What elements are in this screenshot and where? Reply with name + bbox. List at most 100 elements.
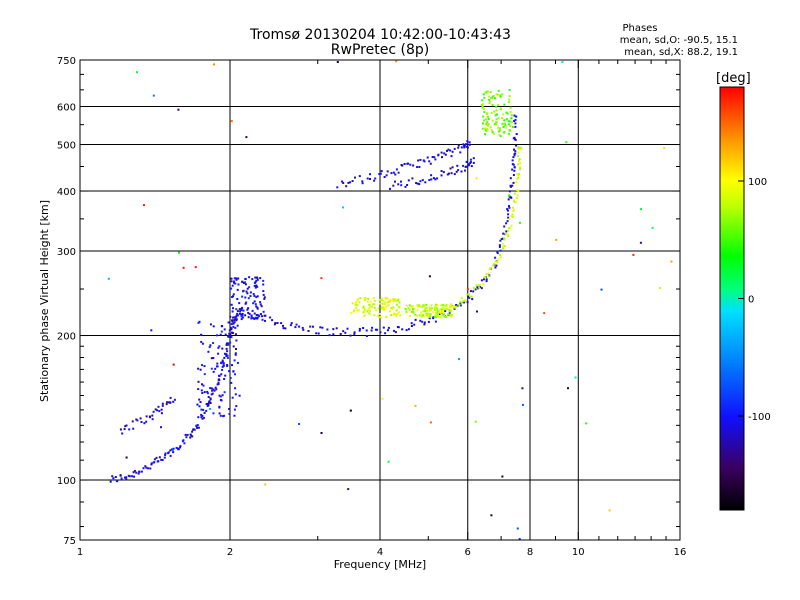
echo-point: [351, 180, 354, 182]
echo-point: [207, 404, 210, 407]
echo-point: [494, 97, 496, 100]
echo-point: [358, 301, 361, 304]
echo-point: [517, 151, 520, 154]
echo-point: [282, 327, 285, 330]
echo-point: [507, 101, 510, 104]
echo-point: [336, 61, 339, 63]
echo-point: [488, 102, 491, 105]
echo-point: [486, 127, 489, 130]
echo-point: [251, 317, 254, 319]
echo-point: [515, 181, 518, 184]
echo-point: [392, 171, 395, 174]
echo-point: [160, 426, 162, 429]
echo-point: [221, 365, 224, 368]
echo-point: [365, 335, 368, 337]
echo-point: [345, 185, 348, 188]
echo-point: [151, 414, 154, 417]
echo-point: [254, 276, 257, 279]
echo-point: [203, 373, 206, 376]
echo-point: [195, 424, 198, 427]
echo-point: [125, 456, 128, 459]
echo-point: [200, 416, 203, 419]
echo-point: [133, 469, 136, 472]
echo-point: [216, 365, 219, 368]
echo-point: [125, 424, 128, 427]
echo-point: [501, 117, 504, 119]
echo-point: [235, 314, 238, 317]
echo-point: [426, 156, 429, 159]
echo-point: [420, 306, 423, 309]
echo-point: [486, 272, 489, 275]
echo-point: [233, 408, 236, 411]
echo-point: [353, 308, 356, 311]
echo-point: [317, 332, 320, 335]
echo-point: [232, 316, 234, 319]
echo-point: [433, 156, 436, 159]
echo-point: [394, 331, 397, 334]
echo-point: [374, 177, 377, 180]
echo-point: [169, 401, 172, 404]
echo-point: [405, 310, 408, 313]
echo-point: [505, 118, 508, 121]
echo-point: [253, 317, 256, 320]
echo-point: [498, 245, 501, 248]
echo-point: [480, 279, 483, 282]
echo-point: [499, 129, 502, 132]
echo-point: [497, 258, 500, 261]
echo-point: [385, 305, 388, 308]
echo-point: [298, 325, 301, 328]
echo-point: [498, 244, 501, 247]
echo-point: [236, 312, 239, 315]
echo-point: [220, 373, 223, 376]
echo-point: [140, 470, 143, 473]
echo-point: [230, 277, 233, 280]
echo-point: [468, 143, 471, 146]
echo-point: [460, 146, 463, 149]
echo-point: [387, 326, 390, 329]
echo-point: [235, 339, 238, 342]
echo-point: [262, 293, 265, 296]
echo-point: [486, 91, 489, 94]
echo-point: [171, 449, 174, 452]
echo-point: [384, 307, 387, 310]
echo-point: [394, 173, 397, 176]
echo-point: [508, 120, 511, 123]
echo-point: [362, 311, 365, 314]
echo-point: [382, 299, 385, 302]
echo-point: [510, 196, 512, 199]
echo-point: [453, 307, 456, 310]
echo-point: [388, 310, 391, 313]
echo-point: [127, 474, 130, 477]
echo-point: [212, 357, 215, 359]
echo-point: [349, 409, 352, 412]
echo-point: [491, 104, 494, 107]
echo-point: [196, 403, 199, 406]
echo-point: [172, 451, 175, 454]
echo-point: [121, 432, 124, 435]
echo-point: [430, 178, 433, 181]
echo-point: [502, 232, 505, 235]
echo-point: [230, 120, 233, 123]
echo-point: [158, 456, 161, 459]
colorbar-tick-label: 100: [748, 177, 767, 188]
echo-point: [226, 350, 229, 353]
echo-point: [263, 297, 266, 300]
echo-point: [259, 277, 262, 280]
echo-point: [312, 325, 314, 328]
echo-point: [451, 166, 454, 169]
echo-point: [663, 147, 666, 150]
echo-point: [436, 313, 439, 316]
echo-point: [160, 408, 163, 411]
echo-point: [371, 326, 374, 329]
echo-point: [320, 277, 323, 280]
echo-point: [214, 386, 217, 389]
echo-point: [215, 388, 218, 391]
echo-point: [332, 333, 335, 336]
echo-point: [259, 313, 262, 315]
echo-point: [263, 296, 266, 299]
echo-point: [489, 267, 492, 270]
x-tick-label: 8: [527, 547, 533, 558]
echo-point: [497, 126, 500, 129]
echo-point: [259, 301, 262, 304]
echo-point: [256, 295, 259, 298]
